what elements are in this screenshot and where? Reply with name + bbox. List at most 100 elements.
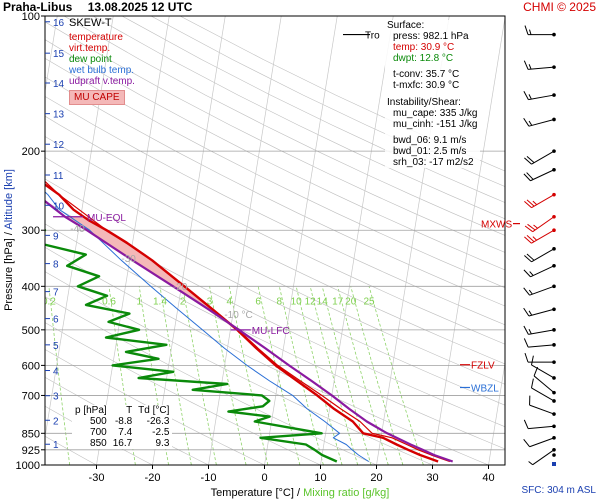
wind-barb-feather [523,118,530,127]
wbzl-label: WBZL [471,383,499,394]
wind-barb-feather [529,29,532,35]
wind-barb [523,338,556,348]
plot-area: -80 °C-70-60-50-40-30-20-10 °C0.20.611.4… [45,16,505,465]
wind-barb [523,167,556,182]
wind-barb-feather [524,225,533,233]
temperature-tick-label: 20 [370,472,382,484]
pressure-tick-label: 500 [22,325,40,337]
pressure-tick-label: 1000 [16,460,40,472]
wind-barb-feather [524,255,532,263]
mixing-ratio-label: 0.6 [102,296,116,307]
mixing-ratio-label: 17 [332,296,344,307]
dry-adiabat-line [63,16,505,236]
temperature-tick-label: -30 [89,472,105,484]
wind-barb-feather [528,310,533,316]
wind-barb-feather [528,328,532,335]
wind-barb-dot [552,412,556,416]
altitude-tick-label: 5 [53,341,59,352]
altitude-tick-label: 1 [53,440,59,451]
credit-text: CHMI © 2025 [523,0,596,14]
surface-title: Surface: [387,20,425,31]
wind-barb-staff [531,194,555,209]
wind-barb-staff [529,285,555,296]
wind-barb-feather [530,378,534,389]
wind-barb-feather [533,224,538,229]
y-axis-title: Pressure [hPa] / Altitude [km] [3,169,15,311]
wind-barb-staff [528,344,555,348]
station-title: Praha-Libus 13.08.2025 12 UTC [3,0,192,14]
table-cell: -8.8 [114,416,133,427]
wind-barb-feather [523,90,529,100]
isotherm-line [264,16,338,465]
wind-barb-staff [528,118,555,127]
wind-barb [523,325,556,335]
wind-barb-feather [523,325,529,335]
temperature-tick-label: -20 [145,472,161,484]
srh-03-value: srh_03: -17 m2/s2 [393,157,474,168]
dry-adiabat-line [121,16,505,203]
instability-title: Instability/Shear: [387,97,461,108]
wind-barb-feather [532,200,538,206]
isotherm-label: -10 °C [224,310,252,321]
isotherm-label: -20 [173,282,188,293]
isotherm-line [96,16,170,465]
mixing-ratio-label: 8 [277,296,283,307]
pressure-tick-label: 300 [22,225,40,237]
altitude-tick-label: 9 [53,231,59,242]
wind-barb [524,214,556,233]
x-axis-title: Temperature [°C] / Mixing ratio [g/kg] [211,487,390,499]
mxws-label: MXWS [481,220,512,231]
wind-barb-staff [529,404,555,415]
temperature-tick-label: -10 [201,472,217,484]
wind-barb [529,395,556,416]
wind-barb-feather [523,419,529,429]
wind-barb [523,436,556,448]
isotherm-label: -30 [121,254,136,265]
wind-barb [524,149,556,165]
altitude-tick-label: 11 [53,171,64,182]
dry-adiabat-line [92,16,505,220]
wind-barb-staff [530,169,555,182]
wind-barb-staff [528,94,555,101]
mixing-ratio-line [182,286,217,465]
wind-barb [524,192,556,209]
wind-barb-feather [530,355,534,366]
t-conv: t-conv: 35.7 °C [393,69,460,80]
wind-barb-feather [526,172,534,180]
wind-barb-staff [530,265,555,278]
mixing-ratio-label: 1.4 [153,296,167,307]
wind-barb-feather [526,235,535,243]
wind-barb-feather [523,173,531,182]
dry-adiabat-line [45,178,505,406]
wind-barb [523,117,556,127]
legend-item-wet-bulb: wet bulb temp. [69,65,135,76]
wind-barb-feather [528,461,534,466]
y-axis-title-altitude: Altitude [km] [3,169,15,230]
wind-barb-feather [524,157,532,165]
altitude-tick-label: 7 [53,288,59,299]
temperature-tick-label: 0 [261,472,267,484]
wind-barb-feather [527,223,536,231]
altitude-tick-label: 10 [53,201,65,212]
x-axis-title-separator: / [294,487,303,499]
altitude-tick-label: 12 [53,140,65,151]
legend-title: SKEW-T [69,17,112,29]
wind-barb-feather [528,120,533,126]
table-row: 700 7.4 -2.5 [72,427,172,438]
table-cell: -2.5 [152,427,170,438]
wind-barb [524,352,556,364]
isotherm-line [432,16,505,465]
isotherm-line [488,360,505,465]
x-axis-title-mixing-ratio: Mixing ratio [g/kg] [303,487,389,499]
sounding-datetime: 13.08.2025 12 UTC [87,0,193,14]
dry-adiabat-line [45,96,505,326]
wind-barb-feather [528,94,532,100]
table-cell: 850 [90,438,107,449]
legend-item-dew-point: dew point [69,54,112,65]
surface-temp: temp: 30.9 °C [393,42,455,53]
table-row: 850 16.7 9.3 [72,438,172,449]
dry-adiabat-line [45,57,505,289]
wind-barb-feather [529,271,534,276]
wind-barb-staff [528,329,555,335]
